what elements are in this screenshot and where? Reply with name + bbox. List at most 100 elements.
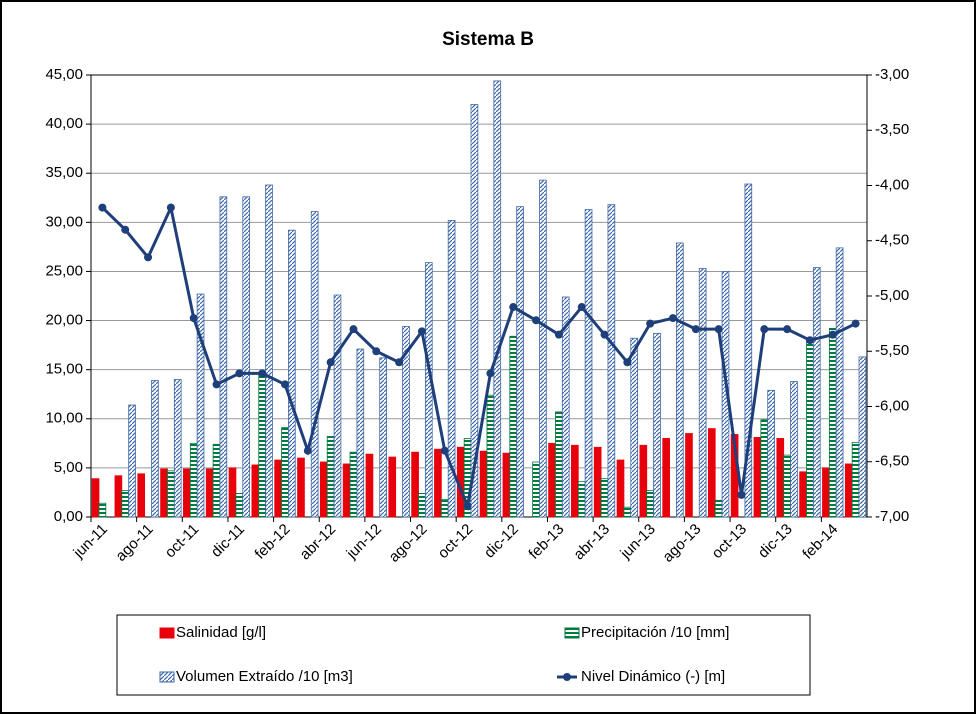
bar xyxy=(281,427,289,518)
bar xyxy=(388,456,397,518)
legend-swatch xyxy=(159,627,175,639)
y-tick-label: 25,00 xyxy=(45,262,83,279)
bar xyxy=(274,459,282,518)
bar xyxy=(265,184,273,518)
legend-label: Salinidad [g/l] xyxy=(176,624,266,641)
line-marker xyxy=(144,253,153,262)
bar xyxy=(844,463,853,518)
y2-tick-label: -3,00 xyxy=(875,66,909,83)
bar xyxy=(783,454,791,518)
bar xyxy=(196,293,205,518)
y-tick-label: 15,00 xyxy=(45,361,83,378)
line-marker xyxy=(805,336,814,345)
bar xyxy=(114,475,123,518)
line-marker xyxy=(189,314,198,323)
bar xyxy=(776,438,785,518)
line-marker xyxy=(532,316,541,325)
bar xyxy=(205,468,214,518)
bar xyxy=(822,467,830,518)
y2-tick-label: -5,50 xyxy=(875,342,909,359)
bar xyxy=(288,229,296,518)
bar xyxy=(607,204,616,518)
bar xyxy=(219,196,228,518)
y-tick-label: 20,00 xyxy=(45,312,83,329)
bar xyxy=(183,468,191,518)
bar xyxy=(424,262,433,518)
bar xyxy=(379,357,387,518)
bar xyxy=(235,493,244,518)
bar xyxy=(258,373,266,518)
bar xyxy=(493,80,502,518)
bar xyxy=(577,481,586,518)
y2-tick-label: -6,00 xyxy=(875,397,909,414)
y-tick-label: 30,00 xyxy=(45,213,83,230)
bar xyxy=(128,404,136,518)
bar xyxy=(828,328,837,518)
line-marker xyxy=(417,327,426,336)
line-marker xyxy=(783,325,792,334)
bar xyxy=(760,419,769,518)
line-marker xyxy=(669,314,677,323)
line-marker xyxy=(737,490,746,499)
line-marker xyxy=(281,380,289,389)
line-marker xyxy=(121,225,130,234)
bar xyxy=(835,247,844,518)
y2-tick-label: -4,00 xyxy=(875,176,909,193)
legend-swatch xyxy=(564,627,580,639)
chart-title: Sistema B xyxy=(442,29,534,50)
line-marker xyxy=(235,369,244,378)
y-tick-label: 10,00 xyxy=(45,410,83,427)
bar xyxy=(297,457,305,518)
bar xyxy=(707,428,716,518)
bar xyxy=(326,436,335,518)
line-marker xyxy=(326,358,335,367)
bar xyxy=(447,219,456,518)
bar xyxy=(516,206,524,518)
bar xyxy=(616,459,625,518)
bar xyxy=(539,179,547,518)
line-marker xyxy=(166,203,175,212)
bar xyxy=(851,441,860,518)
line-marker xyxy=(760,325,769,334)
bar xyxy=(630,337,639,518)
bar xyxy=(623,506,632,518)
bar xyxy=(584,209,593,518)
line-marker xyxy=(372,347,381,356)
bar xyxy=(434,448,442,518)
bar xyxy=(167,470,175,518)
line-marker xyxy=(600,330,609,339)
bar xyxy=(685,433,693,518)
bar xyxy=(189,442,198,518)
plot-frame xyxy=(90,74,868,518)
bar xyxy=(402,326,410,518)
bar xyxy=(98,502,107,518)
bar xyxy=(653,332,661,518)
bar xyxy=(319,461,328,518)
y2-tick-label: -7,00 xyxy=(875,508,909,525)
line-marker xyxy=(98,203,107,212)
bar xyxy=(714,499,723,518)
line-marker xyxy=(577,303,586,312)
legend-label: Volumen Extraído /10 [m3] xyxy=(176,668,353,685)
y-tick-label: 40,00 xyxy=(45,115,83,132)
bar xyxy=(698,268,707,518)
bar xyxy=(411,451,419,518)
bar xyxy=(440,498,449,518)
bar xyxy=(173,379,182,518)
line-marker xyxy=(212,380,221,389)
bar xyxy=(532,461,540,518)
y-tick-label: 45,00 xyxy=(45,66,83,83)
bar xyxy=(646,490,654,518)
line-marker xyxy=(851,319,860,328)
y2-tick-label: -5,00 xyxy=(875,287,909,304)
bar xyxy=(662,438,670,518)
line-marker xyxy=(646,319,655,328)
legend-swatch xyxy=(159,671,175,683)
y-tick-label: 0,00 xyxy=(54,508,83,525)
bar xyxy=(790,381,798,518)
bar xyxy=(342,463,351,518)
bar xyxy=(555,411,563,518)
bar xyxy=(333,294,342,518)
bar xyxy=(509,335,518,518)
bar xyxy=(310,211,319,518)
